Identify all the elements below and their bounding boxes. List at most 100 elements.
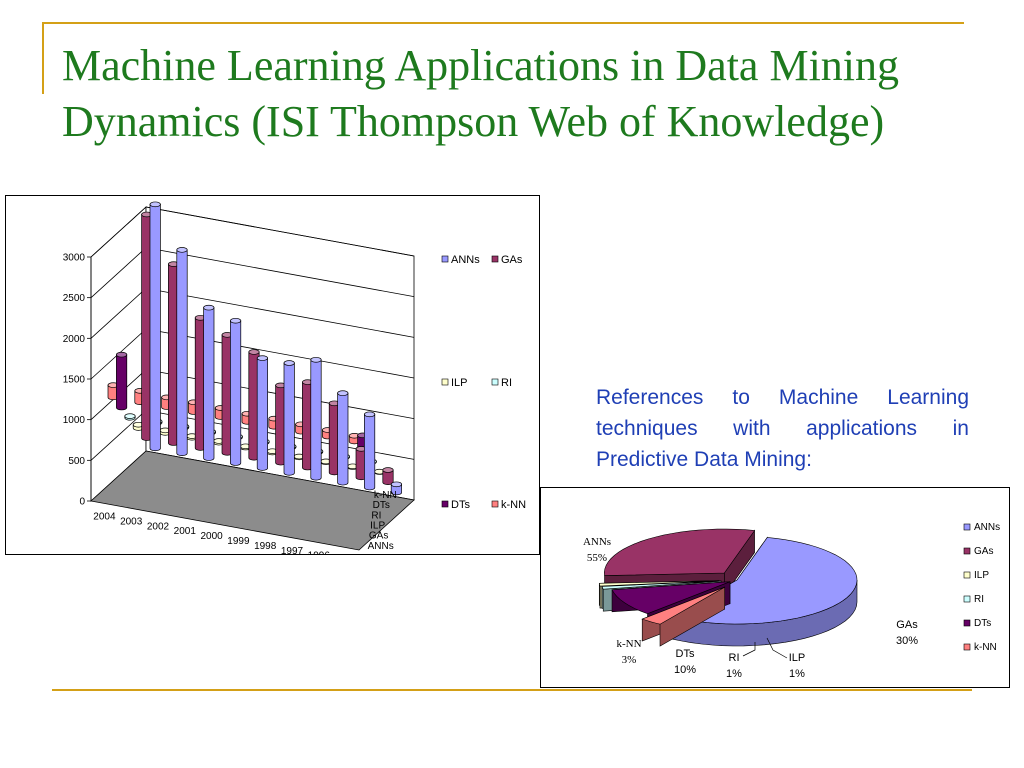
pie-label-pct-gas: 30% (896, 635, 918, 647)
leader-line-ilp (766, 637, 788, 659)
pie-legend-swatch-gas (963, 547, 971, 555)
x-tick-label-1997: 1997 (281, 546, 304, 554)
pie-slice-top (603, 528, 756, 576)
bar-top (203, 304, 215, 311)
depth-label-k-nn: k-NN (374, 490, 397, 501)
bar-body (337, 392, 349, 486)
pie-legend-swatch-ilp (963, 571, 971, 579)
legend-swatch-gas (491, 255, 499, 263)
bar-anns-1996 (364, 411, 376, 491)
depth-label-gas: GAs (369, 531, 388, 542)
pie-label-pct-anns: 55% (587, 552, 607, 564)
gridline-back-3000 (145, 206, 415, 257)
bar-body (230, 320, 242, 466)
y-tick-label-2000: 2000 (63, 334, 86, 345)
bar-anns-1999 (283, 360, 295, 476)
pie-slice-top (601, 580, 722, 590)
pie-label-pct-dts: 10% (674, 664, 696, 676)
bar-chart: 0 500 1000 1500 2000 2500 3000 2004 2003 2002 2001… (63, 201, 526, 554)
top-rule (42, 22, 964, 24)
pie-legend-swatch-dts (963, 619, 971, 627)
pie-legend-label-ri: RI (974, 594, 984, 605)
pie-legend-label-dts: DTs (974, 618, 991, 629)
pie-label-pct-k-nn: 3% (622, 654, 637, 666)
gridline-left-3000 (90, 206, 147, 258)
legend-swatch-k-nn (491, 500, 499, 508)
bar-anns-2002 (203, 304, 215, 461)
x-tick-label-1999: 1999 (227, 536, 250, 547)
bar-body (149, 204, 161, 452)
x-tick-label-2003: 2003 (120, 516, 143, 527)
bar-anns-1998 (310, 357, 322, 481)
y-tick-label-2500: 2500 (63, 293, 86, 304)
bar-body (283, 362, 295, 476)
bottom-rule (52, 689, 972, 691)
bar-top (382, 467, 394, 473)
pie-legend-label-k-nn: k-NN (974, 642, 997, 653)
pie-slice-top (611, 581, 731, 615)
bar-body (256, 357, 268, 471)
y-tick-label-500: 500 (68, 456, 85, 467)
chart-floor (90, 450, 415, 551)
pie-slice-top (641, 586, 725, 625)
pie-legend-swatch-ri (963, 595, 971, 603)
legend-label-ilp: ILP (451, 377, 468, 389)
bar-top (149, 201, 161, 208)
title-accent-rule (42, 22, 44, 94)
bar-top (230, 317, 242, 324)
legend-label-gas: GAs (501, 254, 523, 266)
bar-top (248, 349, 260, 355)
pie-label-name-ilp: ILP (789, 652, 806, 664)
pie-chart-frame: ANNs 55% GAs 30% ILP 1% RI 1% DTs 10% k-NN 3% ANNs GA… (540, 487, 1010, 688)
gridline-back-1500 (145, 328, 415, 379)
pie-slice-k-nn (641, 586, 725, 647)
depth-label-anns: ANNs (368, 541, 394, 552)
bar-ilp-1998 (293, 453, 305, 461)
bar-ilp-2002 (186, 433, 198, 441)
bar-top (116, 351, 128, 358)
y-tick-label-1500: 1500 (63, 375, 86, 386)
gridline-back-2500 (145, 247, 415, 298)
bar-anns-2000 (256, 355, 268, 471)
bar-anns-1997 (337, 390, 349, 486)
pie-label-name-k-nn: k-NN (616, 638, 641, 650)
gridline-left-500 (90, 410, 147, 461)
x-tick-label-2004: 2004 (93, 511, 116, 522)
y-tick-label-1000: 1000 (63, 415, 86, 426)
pie-legend-label-anns: ANNs (974, 522, 1000, 533)
pie-legend-label-gas: GAs (974, 546, 993, 557)
depth-label-dts: DTs (373, 500, 390, 511)
leader-line-ri (742, 642, 756, 657)
bar-ilp-2000 (240, 443, 252, 451)
legend-swatch-ilp (441, 378, 449, 386)
legend-label-dts: DTs (451, 499, 470, 511)
pie-label-name-anns: ANNs (583, 536, 611, 548)
bar-top (310, 357, 322, 363)
bar-body (390, 483, 402, 496)
pie-label-name-ri: RI (729, 652, 740, 664)
pie-label-name-dts: DTs (676, 648, 695, 660)
bar-ri-2004 (124, 413, 136, 421)
x-tick-label-2001: 2001 (174, 526, 197, 537)
gridline-left-2500 (90, 247, 147, 298)
x-tick-label-1998: 1998 (254, 541, 277, 552)
legend-swatch-dts (441, 500, 449, 508)
x-tick-label-2000: 2000 (200, 531, 223, 542)
x-tick-label-2002: 2002 (147, 521, 170, 532)
bar-gas-2001 (221, 332, 233, 456)
bar-anns-2001 (230, 317, 242, 466)
bar-top (256, 355, 268, 361)
bar-body (116, 354, 128, 411)
legend-label-k-nn: k-NN (501, 499, 526, 511)
pie-slice-top (598, 580, 720, 587)
bar-top (337, 390, 349, 396)
slide-title-line-2: Dynamics (ISI Thompson Web of Knowledge) (62, 97, 885, 146)
pie-label-pct-ilp: 1% (789, 668, 805, 680)
bar-top (124, 413, 136, 419)
bar-top (176, 247, 188, 253)
bar-anns-2004 (149, 201, 161, 452)
gridline-left-2000 (90, 288, 147, 339)
legend-label-ri: RI (501, 377, 512, 389)
bar-k-nn-2004 (107, 382, 119, 401)
pie-label-name-gas: GAs (896, 619, 918, 631)
